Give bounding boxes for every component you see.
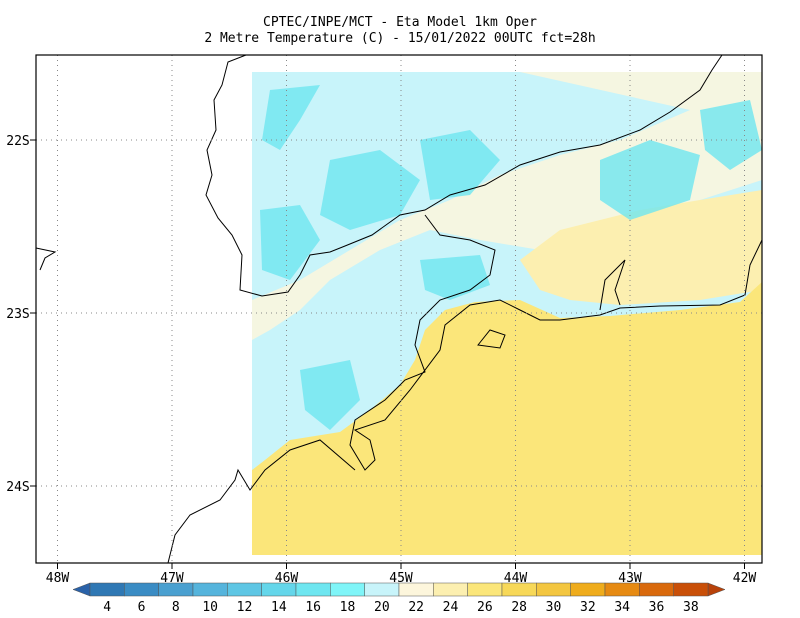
colorbar-box bbox=[536, 582, 571, 597]
colorbar-box bbox=[158, 582, 194, 597]
lat-label: 22S bbox=[6, 134, 29, 149]
colorbar-label: 6 bbox=[138, 600, 146, 615]
state-border bbox=[205, 54, 723, 297]
warm-zone bbox=[520, 190, 762, 305]
colorbar-label: 38 bbox=[683, 600, 699, 615]
lat-label: 23S bbox=[6, 307, 29, 322]
lon-label: 44W bbox=[504, 571, 528, 586]
colorbar-box bbox=[330, 582, 365, 597]
colorbar: 4 6 8 10 12 14 16 18 20 22 24 26 28 30 32 34 36 38 bbox=[72, 582, 726, 615]
lon-label: 45W bbox=[389, 571, 413, 586]
colorbar-box bbox=[639, 582, 674, 597]
colorbar-label: 30 bbox=[546, 600, 562, 615]
colorbar-box bbox=[501, 582, 537, 597]
colorbar-label: 18 bbox=[340, 600, 356, 615]
colorbar-label: 14 bbox=[271, 600, 287, 615]
colorbar-box bbox=[467, 582, 503, 597]
lat-label: 24S bbox=[6, 480, 29, 495]
colorbar-box bbox=[295, 582, 331, 597]
lon-label: 42W bbox=[733, 571, 757, 586]
colorbar-label: 10 bbox=[202, 600, 218, 615]
colorbar-label: 26 bbox=[477, 600, 493, 615]
lon-label: 43W bbox=[618, 571, 642, 586]
river bbox=[35, 247, 57, 271]
colorbar-box bbox=[570, 582, 606, 597]
colorbar-label: 4 bbox=[103, 600, 111, 615]
grid bbox=[30, 55, 762, 569]
axis-labels: 22S 23S 24S 48W 47W 46W 45W 44W 43W 42W bbox=[6, 134, 756, 586]
colorbar-label: 28 bbox=[511, 600, 527, 615]
title-line-1: CPTEC/INPE/MCT - Eta Model 1km Oper bbox=[263, 15, 537, 30]
coast-south bbox=[167, 439, 356, 564]
colorbar-label: 12 bbox=[237, 600, 253, 615]
colorbar-box bbox=[398, 582, 434, 597]
title-line-2: 2 Metre Temperature (C) - 15/01/2022 00U… bbox=[204, 31, 595, 46]
colorbar-label: 22 bbox=[408, 600, 424, 615]
colorbar-label: 32 bbox=[580, 600, 596, 615]
colorbar-box bbox=[192, 582, 228, 597]
warm-band bbox=[252, 72, 762, 340]
colorbar-label: 8 bbox=[172, 600, 180, 615]
bay bbox=[599, 259, 626, 311]
colorbar-box bbox=[673, 582, 709, 597]
colorbar-high bbox=[707, 582, 726, 597]
colorbar-low bbox=[72, 582, 91, 597]
colorbar-box bbox=[227, 582, 262, 597]
colorbar-box bbox=[364, 582, 400, 597]
colorbar-box bbox=[124, 582, 159, 597]
colorbar-box bbox=[261, 582, 297, 597]
lon-label: 48W bbox=[46, 571, 70, 586]
coast-main bbox=[349, 214, 763, 471]
map-frame bbox=[35, 54, 763, 564]
colorbar-box bbox=[433, 582, 468, 597]
colorbar-label: 34 bbox=[614, 600, 630, 615]
colorbar-label: 16 bbox=[305, 600, 321, 615]
colorbar-label: 36 bbox=[649, 600, 665, 615]
cool-patches bbox=[260, 85, 762, 430]
colorbar-label: 24 bbox=[443, 600, 459, 615]
lon-label: 47W bbox=[160, 571, 184, 586]
colorbar-box bbox=[89, 582, 125, 597]
coastline bbox=[35, 54, 763, 564]
island bbox=[477, 329, 506, 349]
ocean-warm bbox=[252, 282, 762, 555]
colorbar-box bbox=[604, 582, 640, 597]
lon-label: 46W bbox=[275, 571, 299, 586]
colorbar-label: 20 bbox=[374, 600, 390, 615]
